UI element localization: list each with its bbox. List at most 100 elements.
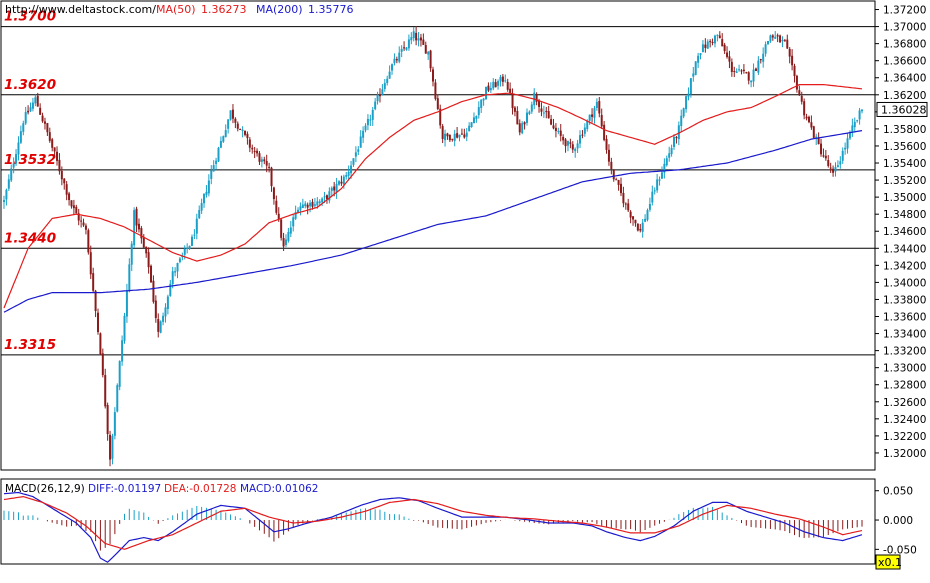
candle-body	[299, 206, 302, 210]
candle-body	[624, 203, 627, 205]
candle-body	[186, 248, 189, 250]
candle-body	[166, 296, 169, 310]
candle-body	[501, 76, 504, 82]
candle-body	[528, 111, 531, 114]
price-axis-label: 1.35200	[883, 175, 926, 187]
candle-body	[106, 404, 109, 435]
candle-body	[841, 150, 844, 161]
candle-body	[463, 134, 466, 138]
candle-body	[839, 161, 842, 165]
scale-badge-box	[875, 554, 901, 570]
candle-body	[822, 155, 825, 157]
scale-badge: x0.1	[875, 554, 902, 570]
candle-body	[15, 154, 18, 164]
candle-body	[827, 160, 830, 166]
candle-body	[579, 135, 582, 144]
candle-body	[101, 353, 104, 375]
candle-body	[615, 179, 618, 181]
macd-title: MACD(26,12,9)	[5, 483, 85, 495]
candle-body	[188, 245, 191, 249]
candle-body	[313, 204, 316, 206]
candle-body	[118, 361, 121, 387]
candle-body	[429, 50, 432, 69]
candle-body	[111, 435, 114, 459]
candle-body	[434, 82, 437, 99]
candle-body	[135, 208, 138, 226]
price-axis-label: 1.33800	[883, 294, 926, 306]
candle-body	[581, 134, 584, 136]
candle-body	[227, 119, 230, 129]
candle-body	[668, 153, 671, 158]
candle-body	[472, 117, 475, 124]
ma50-label: MA(50)	[156, 3, 196, 16]
candle-body	[87, 230, 90, 253]
candle-body	[92, 273, 95, 291]
candle-body	[788, 48, 791, 57]
candle-body	[754, 68, 757, 71]
price-axis-label: 1.32600	[883, 397, 926, 409]
candle-body	[844, 147, 847, 150]
candle-body	[627, 203, 630, 211]
candle-body	[730, 61, 733, 72]
candle-body	[682, 108, 685, 117]
candle-body	[701, 44, 704, 53]
candle-body	[721, 39, 724, 47]
candle-body	[123, 315, 126, 341]
candle-body	[829, 167, 832, 169]
candle-body	[152, 280, 155, 302]
candle-body	[767, 41, 770, 45]
candle-body	[673, 136, 676, 147]
candle-body	[405, 47, 408, 50]
candle-body	[231, 109, 234, 119]
candle-body	[43, 121, 46, 124]
candle-body	[617, 180, 620, 185]
candle-body	[7, 179, 10, 189]
candle-body	[566, 141, 569, 146]
candle-body	[660, 172, 663, 179]
price-axis-label: 1.33000	[883, 363, 926, 375]
candle-body	[159, 321, 162, 333]
candle-body	[598, 101, 601, 114]
candle-body	[692, 73, 695, 77]
candle-body	[552, 125, 555, 129]
candle-body	[113, 412, 116, 436]
candle-body	[776, 35, 779, 37]
candle-body	[716, 34, 719, 36]
candle-body	[169, 283, 172, 296]
candle-body	[576, 143, 579, 149]
candle-body	[448, 134, 451, 141]
candle-body	[820, 143, 823, 155]
candle-body	[419, 37, 422, 41]
candle-body	[846, 138, 849, 149]
candle-body	[72, 205, 75, 209]
candle-body	[258, 153, 261, 162]
candle-body	[362, 130, 365, 138]
candle-body	[147, 252, 150, 268]
candle-body	[253, 150, 256, 153]
candle-body	[663, 163, 666, 173]
candle-body	[217, 147, 220, 162]
candle-body	[779, 35, 782, 43]
candle-body	[125, 290, 128, 317]
level-label: 1.3440	[4, 230, 56, 246]
candle-body	[224, 130, 227, 137]
candle-body	[415, 32, 418, 41]
candle-body	[171, 271, 174, 285]
candle-body	[268, 166, 271, 168]
candle-body	[644, 218, 647, 222]
candle-body	[316, 201, 319, 206]
candle-body	[856, 120, 859, 122]
candle-body	[104, 375, 107, 407]
candle-body	[46, 123, 49, 133]
candle-body	[803, 101, 806, 116]
candle-body	[417, 38, 420, 41]
candle-body	[325, 195, 328, 200]
candle-body	[798, 90, 801, 96]
ma200-value: 1.35776	[308, 3, 354, 16]
candle-body	[116, 385, 119, 412]
candle-body	[851, 125, 854, 134]
candle-body	[89, 252, 92, 275]
candle-body	[80, 220, 83, 222]
candle-body	[24, 112, 27, 124]
candle-body	[605, 138, 608, 150]
